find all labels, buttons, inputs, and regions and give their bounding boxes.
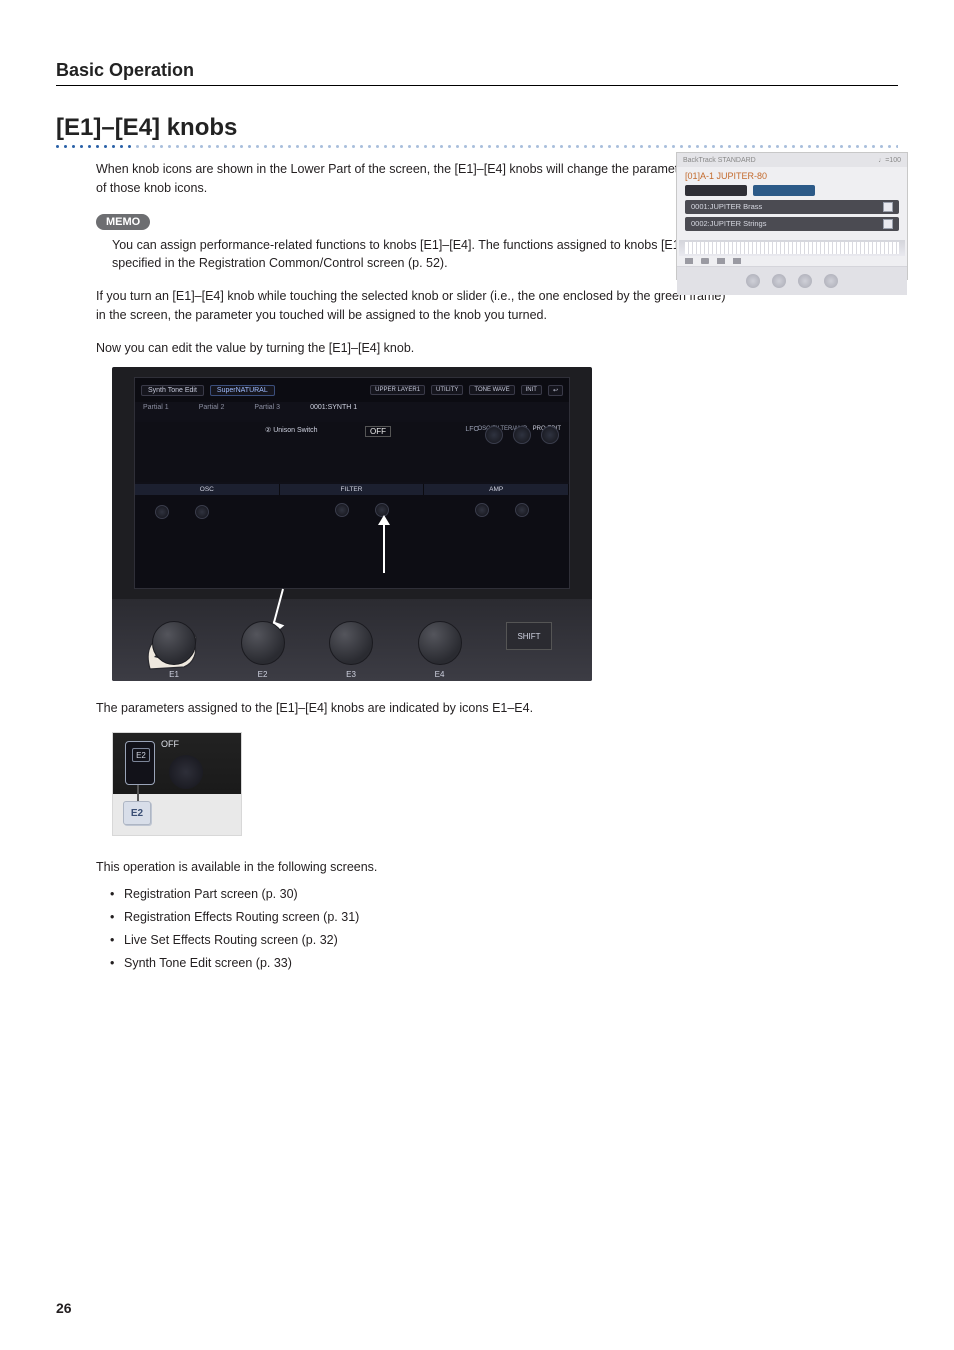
intro-paragraph: When knob icons are shown in the Lower P…: [96, 160, 736, 198]
knob-e4-icon: [418, 621, 462, 665]
knob-icon: [195, 505, 209, 519]
figure-partial-row: Partial 1 Partial 2 Partial 3 0001:SYNTH…: [135, 402, 569, 420]
chapter-title: Basic Operation: [56, 60, 898, 86]
side-figure-registration: BackTrack STANDARD ♩=100 [01]A-1 JUPITER…: [676, 152, 908, 280]
figure-hw-knob-row: E1 E2 E3 E4 SHIFT: [152, 607, 552, 665]
arrow-icon: [383, 517, 385, 573]
figure-lower-panels: [135, 495, 569, 588]
side-figure-top-left: BackTrack STANDARD: [683, 157, 756, 164]
side-figure-seg-upper: [685, 185, 747, 196]
figure-header-chip: UTILITY: [431, 385, 463, 395]
figure-section-label: OSC: [135, 484, 280, 495]
knob-label: E2: [258, 670, 268, 679]
side-figure-item: 0002:JUPITER Strings: [685, 217, 899, 231]
knob-icon: [515, 503, 529, 517]
knob-e2-icon: [241, 621, 285, 665]
side-figure-list: 0001:JUPITER Brass 0002:JUPITER Strings: [677, 198, 907, 236]
side-figure-title: [01]A-1 JUPITER-80: [677, 167, 907, 183]
knob-icon: [798, 274, 812, 288]
side-figure-item: 0001:JUPITER Brass: [685, 200, 899, 214]
paragraph-touch-assign: If you turn an [E1]–[E4] knob while touc…: [96, 287, 736, 325]
figure-header-chip: UPPER LAYER1: [370, 385, 425, 395]
knob-e1-icon: [152, 621, 196, 665]
knob-icon: [746, 274, 760, 288]
figure-e2-badge: OFF E2 E2: [112, 732, 242, 836]
side-figure-topbar: BackTrack STANDARD ♩=100: [677, 153, 907, 167]
knob-icon: [475, 503, 489, 517]
checkbox-icon: [883, 202, 893, 212]
figure-knob-cluster: [485, 426, 559, 444]
figure-thumb-node: E2: [125, 741, 155, 785]
screens-list: Registration Part screen (p. 30) Registr…: [124, 883, 898, 976]
indicator-icon: [701, 258, 709, 264]
figure-partial-label: Partial 2: [199, 404, 225, 418]
arrow-head-icon: [378, 515, 390, 525]
knob-e3-icon: [329, 621, 373, 665]
memo-label: MEMO: [96, 214, 150, 230]
side-figure-keyboard-strip: [679, 240, 905, 256]
figure-section-label: FILTER: [280, 484, 425, 495]
section-title: [E1]–[E4] knobs: [56, 114, 898, 142]
knob-icon: [772, 274, 786, 288]
side-figure-top-right: ♩=100: [878, 157, 901, 164]
knob-icon: [335, 503, 349, 517]
figure-unison-label: ② Unison Switch: [265, 426, 318, 434]
knob-icon: [485, 426, 503, 444]
knob-label: E1: [169, 670, 179, 679]
figure-brand-chip: SuperNATURAL: [210, 385, 275, 396]
figure-partial-label: Partial 3: [254, 404, 280, 418]
figure-off-badge: OFF: [365, 426, 391, 437]
knob-label: E3: [346, 670, 356, 679]
knob-icon: [169, 755, 203, 789]
paragraph-available-screens: This operation is available in the follo…: [96, 858, 736, 877]
figure-thumb-off-label: OFF: [161, 739, 179, 749]
figure-partial-label: Partial 1: [143, 404, 169, 418]
screens-list-item: Synth Tone Edit screen (p. 33): [124, 952, 898, 975]
side-figure-knob-row: [677, 267, 907, 295]
side-figure-item-label: 0001:JUPITER Brass: [691, 200, 762, 214]
shift-button-icon: SHIFT: [506, 622, 552, 650]
figure-thumb-node-text: E2: [132, 748, 150, 762]
figure-app-title: Synth Tone Edit: [141, 385, 204, 396]
knob-icon: [155, 505, 169, 519]
side-figure-seg-lower: [753, 185, 815, 196]
figure-patch-name: 0001:SYNTH 1: [310, 404, 357, 418]
checkbox-icon: [883, 219, 893, 229]
knob-icon: [541, 426, 559, 444]
figure-synth-tone-edit: Synth Tone Edit SuperNATURAL UPPER LAYER…: [112, 367, 592, 681]
paragraph-edit-value: Now you can edit the value by turning th…: [96, 339, 736, 358]
figure-app-header: Synth Tone Edit SuperNATURAL UPPER LAYER…: [135, 378, 569, 402]
knob-icon: [824, 274, 838, 288]
figure-header-chip: TONE WAVE: [469, 385, 514, 395]
knob-icon: [513, 426, 531, 444]
back-icon: ↩: [548, 385, 563, 396]
paragraph-icons-indicate: The parameters assigned to the [E1]–[E4]…: [96, 699, 736, 718]
figure-header-chip: INIT: [521, 385, 542, 395]
side-figure-item-label: 0002:JUPITER Strings: [691, 217, 766, 231]
figure-section-label: AMP: [424, 484, 569, 495]
figure-section-bar: OSC FILTER AMP: [135, 484, 569, 495]
figure-app-screen: Synth Tone Edit SuperNATURAL UPPER LAYER…: [134, 377, 570, 589]
knob-label: E4: [435, 670, 445, 679]
e2-badge-icon: E2: [123, 801, 151, 825]
screens-list-item: Registration Part screen (p. 30): [124, 883, 898, 906]
page-number: 26: [56, 1300, 72, 1316]
screens-list-item: Registration Effects Routing screen (p. …: [124, 906, 898, 929]
keyboard-icon: [685, 242, 899, 254]
section-rule: [56, 144, 898, 148]
screens-list-item: Live Set Effects Routing screen (p. 32): [124, 929, 898, 952]
side-figure-seg-row: [677, 183, 907, 198]
side-figure-indicator-row: [677, 256, 907, 267]
